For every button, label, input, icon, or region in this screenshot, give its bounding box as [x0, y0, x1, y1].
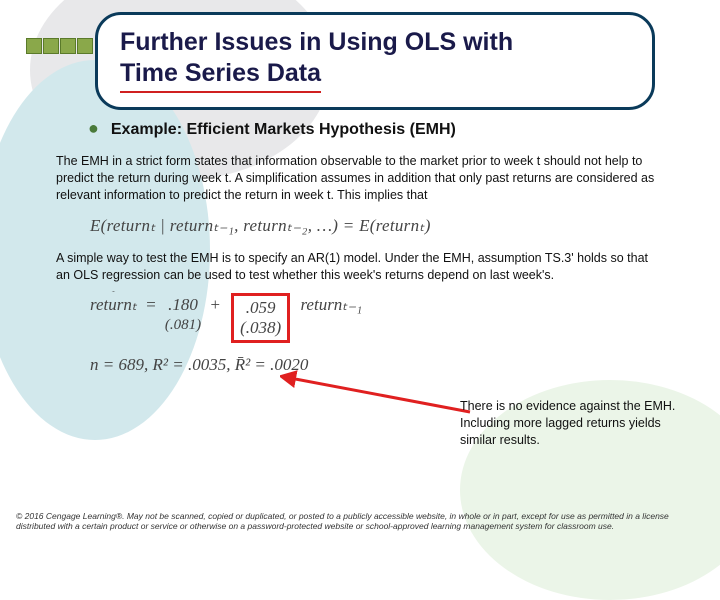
title-line-2: Time Series Data — [120, 58, 321, 92]
title-line-1: Further Issues in Using OLS with — [120, 28, 513, 56]
formula-1-text: E(returnₜ | returnₜ₋₁, returnₜ₋₂, …) = E… — [90, 216, 431, 235]
slope-red-box: .059 (.038) — [231, 293, 290, 343]
equals-sign: = — [141, 295, 161, 315]
bullet-icon: ● — [88, 118, 99, 139]
intercept-se: (.081) — [165, 316, 201, 334]
regression-equation: returnₜ = .180 (.081) + .059 (.038) retu… — [90, 295, 670, 341]
formula-expectation: E(returnₜ | returnₜ₋₁, returnₜ₋₂, …) = E… — [90, 216, 670, 236]
title-box: Further Issues in Using OLS with Time Se… — [95, 12, 655, 110]
paragraph-1: The EMH in a strict form states that inf… — [56, 153, 664, 204]
paragraph-2: A simple way to test the EMH is to speci… — [56, 250, 664, 284]
n-value: 689, — [118, 355, 148, 374]
slope-value: .059 — [246, 298, 276, 318]
n-label: n = — [90, 355, 118, 374]
rbar2-label: R̄² = — [235, 355, 270, 374]
r2-label: R² = — [152, 355, 187, 374]
r2-value: .0035, — [188, 355, 231, 374]
slope-se: (.038) — [240, 318, 281, 338]
arrow-icon — [280, 370, 480, 420]
intercept-column: .180 (.081) — [165, 295, 201, 333]
decorative-squares — [26, 38, 93, 54]
regression-lhs: returnₜ — [90, 295, 137, 315]
content-area: ● Example: Efficient Markets Hypothesis … — [0, 108, 720, 375]
annotation-text: There is no evidence against the EMH. In… — [460, 398, 690, 449]
example-heading-row: ● Example: Efficient Markets Hypothesis … — [88, 118, 670, 139]
regression-rhs: returnₜ₋₁ — [296, 295, 362, 315]
intercept-value: .180 — [168, 295, 198, 315]
plus-sign: + — [205, 295, 225, 315]
example-label: Example: Efficient Markets Hypothesis (E… — [111, 121, 456, 139]
copyright-footer: © 2016 Cengage Learning®. May not be sca… — [16, 511, 704, 532]
slide-title: Further Issues in Using OLS with Time Se… — [120, 27, 630, 93]
